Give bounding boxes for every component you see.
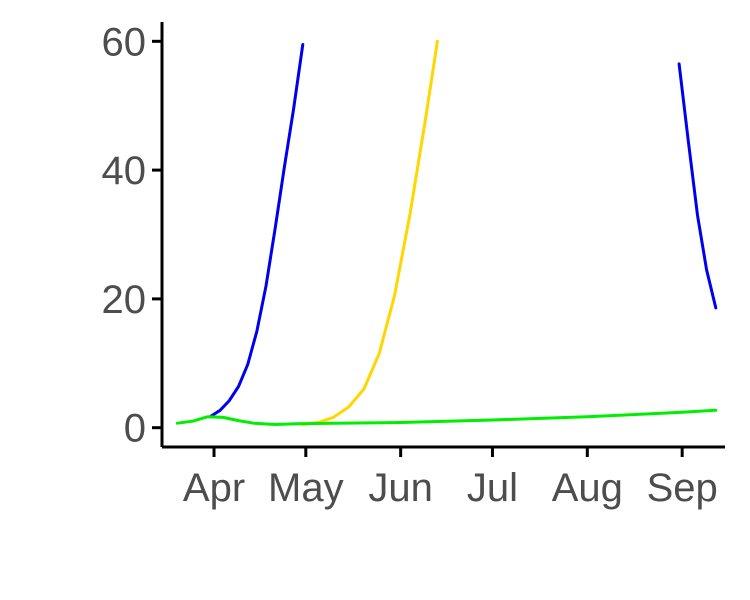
y-tick-label: 20 xyxy=(102,278,147,322)
y-tick-label: 60 xyxy=(102,20,147,64)
x-tick-label: Jul xyxy=(467,466,518,510)
axes-layer: 0 20 40 60 Apr May Jun Jul Aug Sep xyxy=(102,20,725,510)
x-tick-label: May xyxy=(268,466,344,510)
x-tick-label: Jun xyxy=(368,466,433,510)
series-2-line-0 xyxy=(175,408,718,426)
series-1-line-0 xyxy=(301,39,439,426)
y-tick-label: 40 xyxy=(102,149,147,193)
x-tick-label: Aug xyxy=(552,466,623,510)
series-0-line-1 xyxy=(677,62,718,310)
series-layer xyxy=(175,39,718,426)
series-0-line-0 xyxy=(209,43,305,418)
y-tick-label: 0 xyxy=(124,407,146,451)
x-tick-label: Apr xyxy=(183,466,245,510)
x-tick-label: Sep xyxy=(647,466,718,510)
